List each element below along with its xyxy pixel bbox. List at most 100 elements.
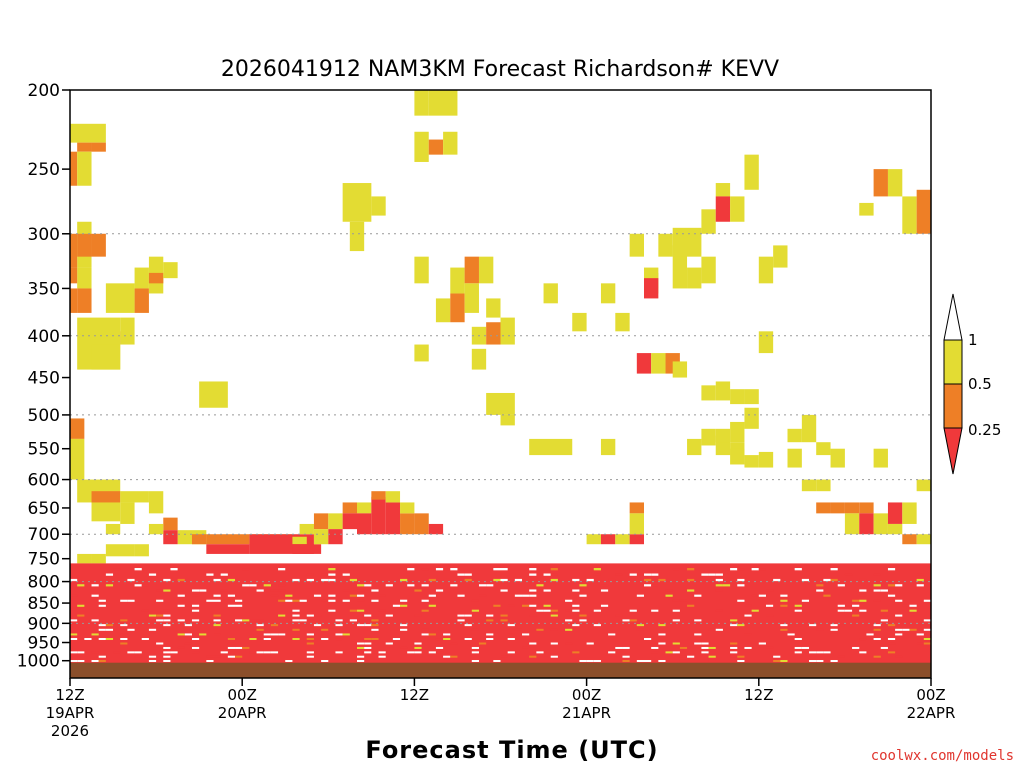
ri-cell: [249, 651, 257, 654]
ri-cell: [199, 589, 207, 592]
ri-cell: [550, 578, 558, 582]
ri-cell: [428, 594, 436, 597]
ri-cell: [701, 651, 709, 654]
ri-cell: [672, 227, 702, 257]
ri-cell: [529, 589, 537, 592]
ri-cell: [364, 646, 372, 649]
ri-cell: [500, 589, 508, 592]
ri-cell: [493, 578, 501, 582]
ri-cell: [349, 578, 357, 582]
ri-cell: [328, 529, 343, 545]
ri-cell: [263, 651, 271, 654]
ri-cell: [615, 646, 623, 649]
ri-cell: [852, 604, 860, 607]
ri-cell: [859, 638, 867, 641]
ri-cell: [191, 638, 200, 641]
ri-cell: [593, 568, 601, 571]
ri-cell: [357, 642, 365, 645]
ground-strip: [70, 662, 931, 678]
ri-cell: [249, 584, 257, 587]
ri-cell: [679, 599, 688, 602]
ri-cell: [844, 513, 860, 535]
ri-cell: [213, 594, 221, 597]
ri-cell: [428, 604, 436, 607]
ri-cell: [349, 609, 357, 612]
ri-cell: [486, 584, 494, 587]
ri-cell: [357, 599, 365, 602]
ri-cell: [478, 594, 487, 597]
ri-cell: [600, 584, 609, 587]
x-tick-label: 19APR: [46, 704, 95, 722]
ri-cell: [486, 619, 494, 622]
ri-cell: [105, 573, 114, 576]
ri-cell: [471, 628, 479, 631]
ri-cell: [357, 659, 365, 662]
ri-cell: [321, 573, 329, 576]
ri-cell: [270, 594, 279, 597]
ri-cell: [758, 256, 774, 284]
ri-cell: [730, 619, 738, 622]
ri-cell: [313, 529, 329, 545]
ri-cell: [887, 638, 896, 641]
ri-cell: [105, 638, 114, 641]
ri-cell: [895, 628, 903, 631]
ri-cell: [213, 599, 221, 602]
x-tick-label: 00Z: [572, 686, 601, 704]
ri-cell: [644, 578, 652, 582]
ri-cell: [715, 628, 723, 631]
ri-cell: [787, 633, 795, 636]
ri-cell: [730, 389, 745, 405]
ri-cell: [306, 614, 314, 617]
ri-cell: [414, 651, 422, 654]
ri-cell: [737, 584, 745, 587]
ri-cell: [823, 578, 831, 582]
ri-cell: [414, 90, 429, 116]
ri-cell: [105, 544, 135, 557]
ri-cell: [801, 414, 817, 443]
ri-cell: [608, 624, 616, 627]
ri-cell: [622, 655, 630, 658]
ri-cell: [299, 523, 314, 535]
ri-cell: [357, 183, 372, 222]
ri-cell: [529, 655, 537, 658]
ri-cell: [486, 638, 494, 641]
ri-cell: [256, 624, 264, 627]
ri-cell: [794, 568, 802, 571]
ri-cell: [644, 638, 652, 641]
ri-cell: [536, 578, 544, 582]
ri-cell: [77, 614, 85, 617]
ri-cell: [70, 151, 78, 186]
y-tick-label: 800: [28, 573, 60, 593]
ri-cell: [658, 642, 666, 645]
ri-cell: [636, 594, 644, 597]
ri-cell: [457, 619, 465, 622]
ri-cell: [816, 502, 831, 514]
ri-cell: [156, 589, 164, 592]
ri-cell: [292, 628, 300, 631]
ri-cell: [909, 609, 917, 612]
ri-cell: [873, 655, 881, 658]
ri-cell: [615, 312, 630, 332]
ri-cell: [507, 604, 515, 607]
ri-cell: [758, 594, 766, 597]
y-tick-label: 200: [28, 81, 60, 101]
ri-cell: [457, 614, 465, 617]
ri-cell: [744, 389, 759, 405]
ri-cell: [156, 642, 164, 645]
ri-cell: [687, 267, 702, 289]
ri-cell: [730, 421, 745, 443]
ri-cell: [859, 578, 867, 582]
ri-cell: [235, 604, 243, 607]
ri-cell: [536, 584, 544, 587]
ri-cell: [507, 633, 515, 636]
ri-cell: [443, 638, 451, 641]
ri-cell: [902, 628, 910, 631]
ri-cell: [593, 659, 601, 662]
ri-cell: [357, 502, 372, 514]
x-tick-label: 21APR: [562, 704, 611, 722]
ri-cell: [364, 638, 372, 641]
ri-cell: [378, 655, 386, 658]
ri-cell: [572, 312, 587, 332]
ri-cell: [378, 609, 386, 612]
ri-cell: [636, 624, 644, 627]
